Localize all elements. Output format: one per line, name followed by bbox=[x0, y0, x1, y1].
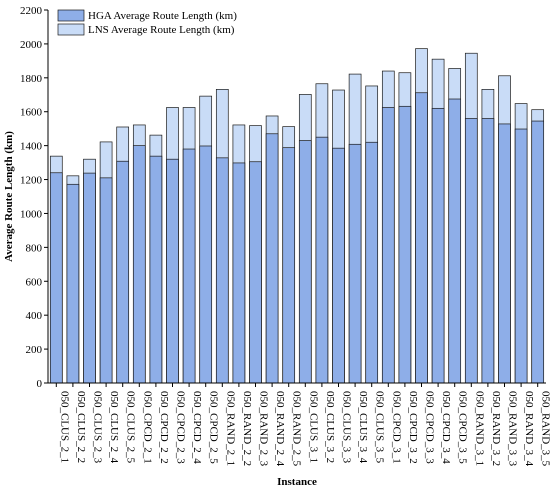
bar-hga-17 bbox=[315, 136, 329, 384]
bar-hga-10 bbox=[199, 145, 213, 384]
x-tick-label: 050_RAND_2_1 bbox=[224, 391, 236, 466]
y-tick-label: 1400 bbox=[20, 141, 43, 153]
y-tick-label: 1000 bbox=[20, 208, 43, 220]
x-tick-label: 050_RAND_3_5 bbox=[540, 391, 550, 467]
x-axis-title: Instance bbox=[277, 476, 317, 488]
legend-label-lns: LNS Average Route Length (km) bbox=[88, 24, 235, 36]
x-tick-label: 050_CLUS_3_1 bbox=[307, 391, 319, 463]
y-tick-label: 1200 bbox=[20, 175, 43, 187]
bar-hga-19 bbox=[348, 143, 362, 384]
x-tick-label: 050_CLUS_3_4 bbox=[357, 391, 369, 464]
bars-layer bbox=[49, 48, 545, 384]
x-tick-label: 050_CPCD_3_2 bbox=[407, 391, 419, 464]
y-tick-label: 2200 bbox=[20, 5, 43, 17]
x-ticks: 050_CLUS_2_1 050_CLUS_2_2 050_CLUS_2_3 050_… bbox=[55, 383, 550, 467]
bar-hga-22 bbox=[398, 105, 412, 384]
bar-hga-7 bbox=[149, 155, 163, 384]
y-ticks: 0 200 400 600 800 1000 1200 1400 1600 1800 2000 220… bbox=[20, 5, 48, 390]
x-tick-label: 050_CPCD_2_5 bbox=[208, 391, 220, 464]
x-tick-label: 050_CLUS_3_5 bbox=[374, 391, 386, 464]
x-tick-label: 050_CLUS_3_2 bbox=[324, 391, 336, 463]
legend-label-hga: HGA Average Route Length (km) bbox=[88, 10, 237, 22]
x-tick-label: 050_CLUS_2_5 bbox=[125, 391, 137, 464]
y-tick-label: 0 bbox=[37, 378, 43, 390]
bar-hga-2 bbox=[66, 183, 80, 384]
bar-hga-26 bbox=[464, 118, 478, 384]
y-tick-label: 1800 bbox=[20, 73, 43, 85]
legend-swatch-hga bbox=[57, 9, 85, 22]
y-tick-label: 200 bbox=[26, 344, 43, 356]
x-tick-label: 050_RAND_2_4 bbox=[274, 391, 286, 467]
x-tick-label: 050_CPCD_3_3 bbox=[424, 391, 436, 464]
axes-layer bbox=[47, 10, 546, 384]
x-tick-label: 050_CLUS_3_3 bbox=[341, 391, 353, 464]
x-tick-label: 050_RAND_3_2 bbox=[490, 391, 502, 466]
x-tick-label: 050_CPCD_2_1 bbox=[141, 391, 153, 464]
y-tick-label: 600 bbox=[26, 276, 43, 288]
bar-hga-30 bbox=[531, 120, 545, 384]
y-tick-label: 1600 bbox=[20, 107, 43, 119]
y-tick-label: 400 bbox=[26, 310, 43, 322]
x-tick-label: 050_RAND_3_3 bbox=[507, 391, 519, 467]
x-tick-label: 050_CPCD_3_4 bbox=[440, 391, 452, 464]
x-tick-label: 050_CPCD_2_2 bbox=[158, 391, 170, 464]
bar-hga-27 bbox=[481, 118, 495, 384]
x-tick-label: 050_CLUS_2_2 bbox=[75, 391, 87, 463]
bar-hga-15 bbox=[282, 147, 296, 384]
x-tick-label: 050_RAND_2_3 bbox=[258, 391, 270, 467]
bar-hga-24 bbox=[431, 107, 445, 384]
bar-hga-13 bbox=[249, 161, 262, 384]
bar-hga-5 bbox=[116, 160, 130, 384]
bar-hga-9 bbox=[182, 148, 196, 384]
x-tick-label: 050_CLUS_2_4 bbox=[108, 391, 120, 464]
x-tick-label: 050_CPCD_2_4 bbox=[191, 391, 203, 464]
y-axis-title: Average Route Length (km) bbox=[3, 131, 15, 262]
bar-hga-4 bbox=[99, 177, 113, 384]
bar-hga-8 bbox=[166, 158, 179, 384]
bar-hga-18 bbox=[332, 147, 345, 384]
bar-hga-6 bbox=[132, 145, 146, 384]
bar-hga-23 bbox=[415, 92, 428, 384]
bar-hga-16 bbox=[298, 140, 312, 384]
x-tick-label: 050_CPCD_2_3 bbox=[175, 391, 187, 464]
bar-hga-21 bbox=[381, 107, 395, 384]
legend: HGA Average Route Length (km) LNS Averag… bbox=[57, 9, 237, 36]
x-tick-label: 050_CLUS_2_3 bbox=[92, 391, 104, 464]
x-tick-label: 050_RAND_2_5 bbox=[291, 391, 303, 467]
bar-hga-29 bbox=[514, 128, 528, 384]
x-tick-label: 050_CPCD_3_5 bbox=[457, 391, 469, 464]
x-tick-label: 050_RAND_3_1 bbox=[473, 391, 485, 466]
x-tick-label: 050_RAND_2_2 bbox=[241, 391, 253, 466]
bar-hga-25 bbox=[448, 98, 462, 384]
bar-hga-20 bbox=[365, 141, 379, 384]
y-tick-label: 800 bbox=[26, 242, 43, 254]
legend-swatch-lns bbox=[57, 23, 85, 36]
bar-hga-1 bbox=[49, 172, 63, 384]
y-tick-label: 2000 bbox=[20, 39, 43, 51]
x-tick-label: 050_RAND_3_4 bbox=[523, 391, 535, 467]
bar-hga-14 bbox=[265, 133, 279, 384]
x-tick-label: 050_CPCD_3_1 bbox=[390, 391, 402, 464]
bar-hga-3 bbox=[83, 172, 96, 384]
bar-hga-28 bbox=[498, 123, 511, 384]
bar-hga-12 bbox=[232, 162, 246, 384]
bar-hga-11 bbox=[215, 157, 229, 384]
x-tick-label: 050_CLUS_2_1 bbox=[58, 391, 70, 463]
